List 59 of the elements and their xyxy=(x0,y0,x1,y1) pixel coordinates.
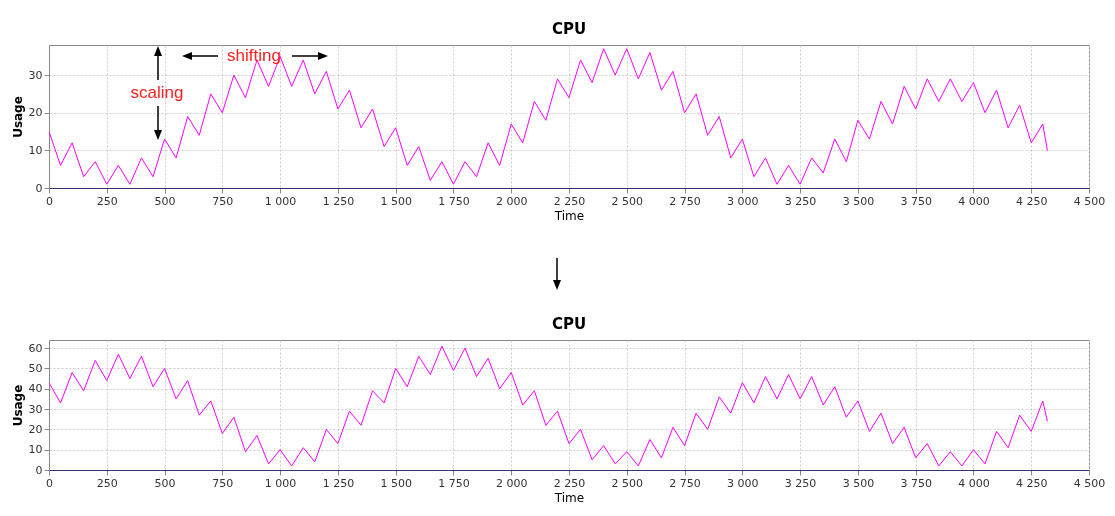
x-tick-label: 3 500 xyxy=(842,476,875,490)
x-tick-label: 1 750 xyxy=(438,476,470,490)
x-tick-label: 1 000 xyxy=(264,194,297,208)
x-tick-label: 2 500 xyxy=(611,194,644,208)
y-tick-label: 20 xyxy=(28,422,43,436)
y-tick-label: 40 xyxy=(28,382,43,396)
x-axis-title: Time xyxy=(553,208,585,223)
x-tick-label: 2 750 xyxy=(669,476,701,490)
x-tick-label: 2 000 xyxy=(495,476,528,490)
y-axis-title: Usage xyxy=(10,384,25,427)
x-tick-label: 0 xyxy=(46,194,53,208)
x-tick-label: 1 750 xyxy=(438,194,470,208)
x-axis-title: Time xyxy=(553,490,585,505)
x-tick-label: 3 750 xyxy=(900,194,932,208)
line-series xyxy=(49,345,1048,467)
x-tick-label: 0 xyxy=(46,476,53,490)
y-tick-label: 10 xyxy=(28,443,43,457)
y-tick-label: 50 xyxy=(28,361,43,375)
annotation: scaling xyxy=(130,83,184,102)
x-tick-label: 4 000 xyxy=(958,476,990,490)
x-tick-label: 4 250 xyxy=(1015,476,1048,490)
x-tick-label: 4 500 xyxy=(1073,194,1106,208)
x-tick-label: 3 500 xyxy=(842,194,875,208)
x-tick-label: 1 000 xyxy=(264,476,297,490)
x-tick-label: 2 750 xyxy=(669,194,701,208)
y-tick-label: 10 xyxy=(28,143,43,157)
chart-title: CPU xyxy=(551,315,587,333)
x-tick-label: 3 750 xyxy=(900,476,932,490)
y-tick-label: 30 xyxy=(28,402,43,416)
y-tick-label: 60 xyxy=(28,341,43,355)
x-tick-label: 500 xyxy=(154,194,176,208)
x-tick-label: 2 000 xyxy=(495,194,528,208)
x-tick-label: 2 500 xyxy=(611,476,644,490)
x-tick-label: 4 000 xyxy=(958,194,990,208)
y-axis-title: Usage xyxy=(10,96,25,138)
x-tick-label: 250 xyxy=(96,476,118,490)
x-tick-label: 2 250 xyxy=(553,194,586,208)
x-tick-label: 3 000 xyxy=(727,194,759,208)
x-tick-label: 1 500 xyxy=(380,476,412,490)
x-tick-label: 750 xyxy=(212,476,234,490)
x-tick-label: 3 000 xyxy=(727,476,759,490)
x-tick-label: 1 250 xyxy=(322,476,355,490)
x-tick-label: 250 xyxy=(96,194,118,208)
y-tick-label: 0 xyxy=(35,463,43,477)
x-tick-label: 750 xyxy=(212,194,234,208)
y-tick-label: 30 xyxy=(28,68,43,82)
y-tick-label: 0 xyxy=(35,181,43,195)
y-tick-label: 20 xyxy=(28,106,43,120)
x-tick-label: 3 250 xyxy=(784,476,817,490)
chart-title: CPU xyxy=(551,20,587,38)
x-tick-label: 3 250 xyxy=(784,194,817,208)
x-tick-label: 1 250 xyxy=(322,194,355,208)
x-tick-label: 500 xyxy=(154,476,176,490)
x-tick-label: 2 250 xyxy=(553,476,586,490)
x-tick-label: 4 500 xyxy=(1073,476,1106,490)
x-tick-label: 1 500 xyxy=(380,194,412,208)
line-series xyxy=(49,48,1048,185)
annotation: shifting xyxy=(227,46,281,65)
x-tick-label: 4 250 xyxy=(1015,194,1048,208)
